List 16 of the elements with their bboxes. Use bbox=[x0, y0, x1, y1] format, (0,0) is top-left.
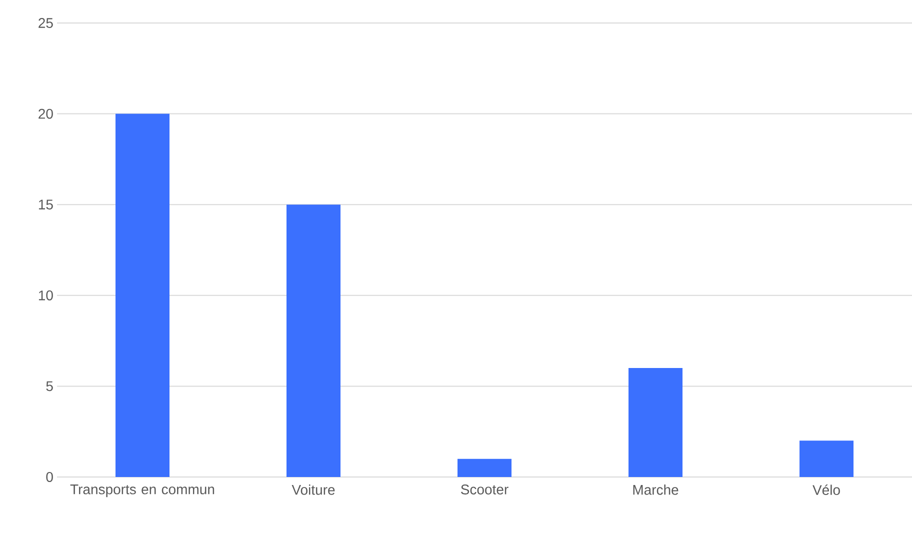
y-tick-label: 5 bbox=[46, 381, 53, 392]
x-tick-label: Scooter bbox=[461, 484, 508, 494]
x-tick-label: Vélo bbox=[812, 484, 840, 495]
bar bbox=[628, 368, 683, 477]
y-tick-label: 10 bbox=[38, 290, 53, 300]
bar bbox=[800, 440, 854, 477]
y-tick-label: 15 bbox=[38, 200, 53, 210]
bar bbox=[458, 458, 512, 477]
x-tick-label: Marche bbox=[633, 484, 678, 495]
y-tick-label: 20 bbox=[38, 108, 53, 119]
y-tick-label: 0 bbox=[46, 472, 53, 482]
x-tick-label: Voiture bbox=[292, 484, 335, 495]
x-tick-label: Transports en commun bbox=[70, 484, 214, 498]
bar bbox=[116, 114, 170, 477]
bar bbox=[286, 204, 341, 477]
y-tick-label: 25 bbox=[38, 18, 53, 28]
